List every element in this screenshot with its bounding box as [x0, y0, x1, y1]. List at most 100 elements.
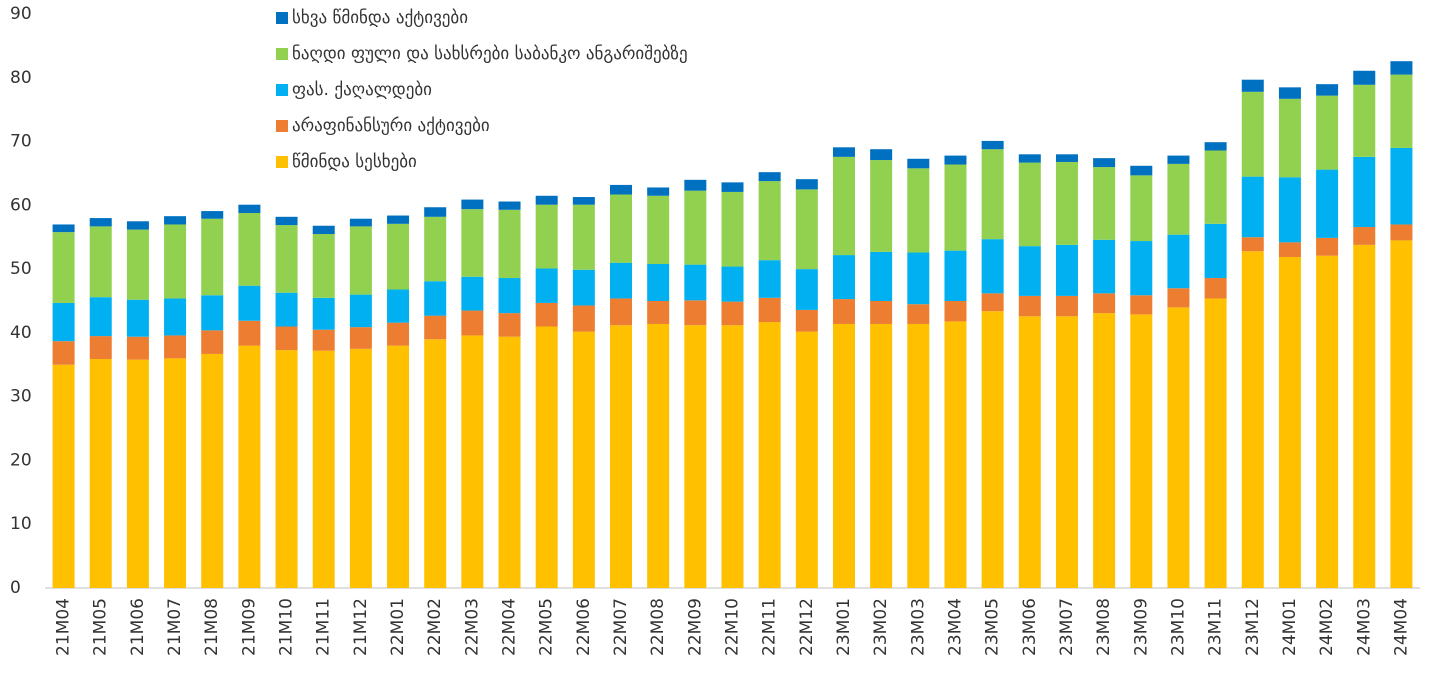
- bar-segment: [795, 189, 818, 270]
- bar-segment: [498, 209, 521, 279]
- bar-segment: [721, 325, 744, 588]
- bar-segment: [461, 199, 484, 210]
- bar-segment: [126, 221, 149, 230]
- bar-segment: [647, 301, 670, 324]
- x-tick-label: 21M04: [54, 598, 74, 656]
- x-tick-label: 23M07: [1057, 598, 1077, 656]
- legend-label: არაფინანსური აქტივები: [292, 116, 490, 136]
- bar-segment: [795, 331, 818, 588]
- bar-segment: [164, 224, 187, 299]
- bar-segment: [1316, 237, 1339, 256]
- bar-segment: [349, 218, 372, 227]
- x-tick-label: 23M01: [834, 598, 854, 656]
- x-tick-label: 23M11: [1206, 598, 1226, 656]
- bar-segment: [572, 269, 595, 306]
- bar-segment: [238, 204, 261, 213]
- bar-segment: [52, 232, 75, 303]
- bar-segment: [1130, 241, 1153, 296]
- bar-segment: [1353, 244, 1376, 588]
- bar-segment: [981, 149, 1004, 240]
- x-tick-label: 24M01: [1280, 598, 1300, 656]
- bar-segment: [126, 359, 149, 588]
- bar-segment: [1353, 84, 1376, 157]
- x-tick-label: 23M08: [1094, 598, 1114, 656]
- bar-segment: [164, 358, 187, 588]
- bar-segment: [461, 335, 484, 588]
- bar-segment: [349, 294, 372, 328]
- bar-segment: [1204, 223, 1227, 279]
- bar-segment: [1278, 87, 1301, 99]
- bar-segment: [52, 364, 75, 588]
- bar-segment: [1241, 79, 1264, 92]
- bar-segment: [1353, 70, 1376, 85]
- legend-swatch: [276, 48, 288, 60]
- x-tick-label: 22M06: [574, 598, 594, 656]
- bar-segment: [610, 194, 633, 263]
- bar-segment: [1018, 316, 1041, 588]
- bar-segment: [312, 297, 335, 330]
- x-tick-label: 23M06: [1020, 598, 1040, 656]
- bar-segment: [944, 155, 967, 165]
- bar-segment: [610, 184, 633, 195]
- bar-segment: [1353, 227, 1376, 245]
- legend-label: სხვა წმინდა აქტივები: [292, 8, 468, 28]
- bar-segment: [238, 345, 261, 588]
- bar-segment: [424, 315, 447, 340]
- bar-segment: [1167, 163, 1190, 235]
- bar-segment: [721, 182, 744, 192]
- x-tick-label: 23M09: [1131, 598, 1151, 656]
- bar-segment: [832, 323, 855, 588]
- bar-segment: [126, 229, 149, 300]
- bar-segment: [275, 292, 298, 327]
- bar-segment: [1130, 165, 1153, 176]
- bar-segment: [1167, 234, 1190, 289]
- bar-segment: [572, 331, 595, 588]
- x-tick-label: 21M12: [351, 598, 371, 656]
- x-tick-label: 22M10: [723, 598, 743, 656]
- bar-segment: [944, 301, 967, 322]
- bar-segment: [201, 218, 224, 296]
- bar-segment: [535, 302, 558, 327]
- bar-segment: [832, 255, 855, 300]
- bar-segment: [795, 309, 818, 332]
- bar-segment: [1204, 298, 1227, 588]
- bar-segment: [684, 325, 707, 588]
- bar-segment: [275, 216, 298, 226]
- bar-segment: [1167, 288, 1190, 308]
- bar-segment: [461, 276, 484, 311]
- bar-segment: [1278, 256, 1301, 588]
- bar-segment: [870, 323, 893, 588]
- bar-segment: [832, 299, 855, 324]
- x-tick-label: 22M01: [388, 598, 408, 656]
- bar-segment: [387, 215, 410, 224]
- bar-segment: [1130, 295, 1153, 315]
- bar-segment: [164, 335, 187, 359]
- bar-segment: [1278, 98, 1301, 178]
- bar-segment: [387, 289, 410, 323]
- bar-segment: [164, 298, 187, 336]
- bar-segment: [1278, 177, 1301, 243]
- legend-swatch: [276, 12, 288, 24]
- y-tick-label: 50: [10, 259, 32, 279]
- x-tick-label: 24M04: [1391, 598, 1411, 656]
- bar-segment: [1093, 167, 1116, 240]
- bar-segment: [1316, 95, 1339, 170]
- bar-segment: [907, 304, 930, 324]
- x-tick-label: 22M07: [611, 598, 631, 656]
- bar-segment: [52, 341, 75, 365]
- bar-segment: [1204, 142, 1227, 151]
- bar-segment: [312, 225, 335, 235]
- bar-segment: [89, 359, 112, 588]
- bar-segment: [1055, 161, 1078, 245]
- bar-segment: [981, 311, 1004, 588]
- bar-segment: [684, 190, 707, 265]
- bar-segment: [461, 209, 484, 277]
- bar-segment: [832, 156, 855, 256]
- y-tick-label: 80: [10, 68, 32, 88]
- bar-segment: [721, 266, 744, 302]
- legend-swatch: [276, 84, 288, 96]
- bar-segment: [647, 323, 670, 588]
- y-tick-label: 90: [10, 4, 32, 24]
- bar-segment: [1353, 156, 1376, 228]
